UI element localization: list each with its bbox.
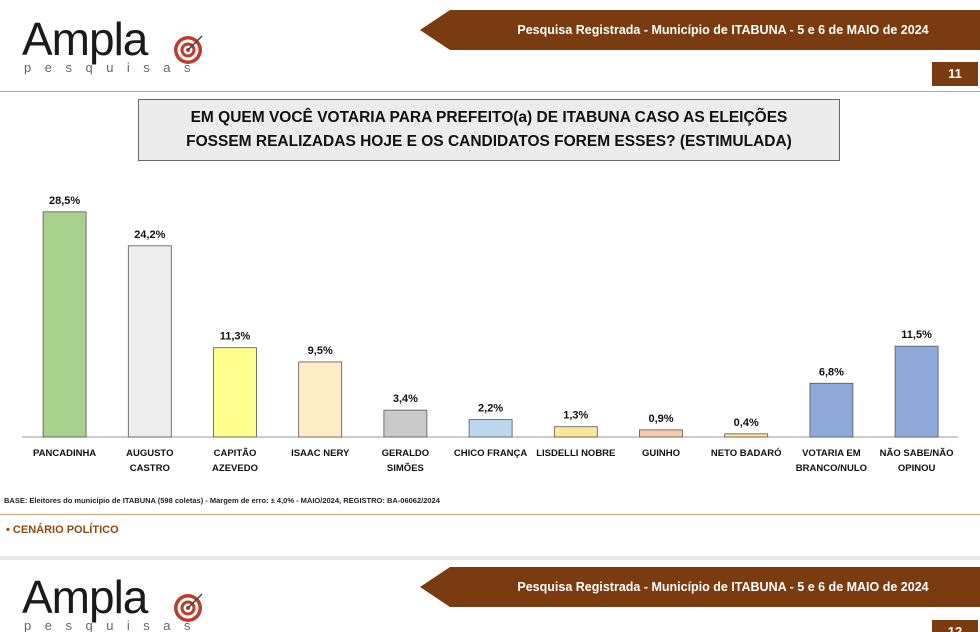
data-label: 0,4% <box>734 417 759 429</box>
target-icon <box>174 35 203 64</box>
banner-text: Pesquisa Registrada - Município de ITABU… <box>517 23 929 37</box>
slide-12-preview: Ampla pesquisas Pesquisa Registrada - Mu… <box>0 560 980 632</box>
logo-wordmark-next: Ampla <box>22 571 148 623</box>
category-label: NÃO SABE/NÃO <box>880 448 954 459</box>
footer-divider <box>0 514 980 515</box>
section-label: • CENÁRIO POLÍTICO <box>6 524 119 536</box>
category-label: GUINHO <box>642 448 680 459</box>
data-label: 6,8% <box>819 366 844 378</box>
bar <box>42 211 87 438</box>
banner-text-next: Pesquisa Registrada - Município de ITABU… <box>517 580 929 594</box>
category-label: CAPITÃO <box>214 448 257 459</box>
category-label: AUGUSTO <box>126 448 173 459</box>
bar <box>468 419 513 438</box>
bar <box>724 433 769 438</box>
category-label: GERALDO <box>382 448 430 459</box>
bar <box>553 426 598 438</box>
logo-wordmark: Ampla <box>22 13 148 65</box>
bar <box>213 347 257 438</box>
base-note: BASE: Eleitores do município de ITABUNA … <box>4 496 440 505</box>
data-label: 11,3% <box>220 331 251 343</box>
data-label: 9,5% <box>308 345 333 357</box>
page-number-next: 12 <box>932 620 978 632</box>
category-label: NETO BADARÓ <box>711 447 782 459</box>
category-label: ISAAC NERY <box>291 448 350 459</box>
header-divider <box>0 91 980 92</box>
vote-intention-chart: 28,5% PANCADINHA 24,2% AUGUSTO CASTRO 11,3% CA… <box>22 195 958 474</box>
category-label: PANCADINHA <box>33 448 96 459</box>
slide-11: Ampla pesquisas Pesquisa Registrada - Mu… <box>0 0 980 556</box>
bar <box>894 345 939 438</box>
data-label: 11,5% <box>901 329 932 341</box>
logo-subtitle-next: pesquisas <box>24 618 205 632</box>
bar <box>809 382 854 438</box>
logo-subtitle: pesquisas <box>24 60 205 75</box>
ampla-logo-next: Ampla pesquisas <box>22 572 212 632</box>
question-box: EM QUEM VOCÊ VOTARIA PARA PREFEITO(a) DE… <box>138 99 840 161</box>
target-icon-next <box>174 593 203 622</box>
data-label: 1,3% <box>563 410 588 422</box>
bar <box>383 409 428 438</box>
data-label: 24,2% <box>134 229 165 241</box>
question-line-1: EM QUEM VOCÊ VOTARIA PARA PREFEITO(a) DE… <box>190 109 788 126</box>
category-label: OPINOU <box>898 463 936 474</box>
data-label: 0,9% <box>648 413 673 425</box>
bar <box>639 429 683 438</box>
category-label: CASTRO <box>130 463 170 474</box>
category-label: SIMÕES <box>387 463 424 474</box>
data-label: 3,4% <box>393 393 418 405</box>
data-label: 28,5% <box>49 195 80 207</box>
category-label: BRANCO/NULO <box>796 463 867 474</box>
category-label: CHICO FRANÇA <box>454 448 527 459</box>
ampla-logo: Ampla pesquisas <box>22 14 212 78</box>
registration-banner: Pesquisa Registrada - Município de ITABU… <box>420 10 980 50</box>
bar <box>298 361 343 438</box>
question-line-2: FOSSEM REALIZADAS HOJE E OS CANDIDATOS F… <box>186 133 792 150</box>
data-label: 2,2% <box>478 403 503 415</box>
page-number: 11 <box>932 62 978 86</box>
registration-banner-next: Pesquisa Registrada - Município de ITABU… <box>420 567 980 607</box>
category-label: VOTARIA EM <box>802 448 861 459</box>
category-label: LISDELLI NOBRE <box>536 448 615 459</box>
category-label: AZEVEDO <box>212 463 258 474</box>
bar <box>127 245 172 438</box>
